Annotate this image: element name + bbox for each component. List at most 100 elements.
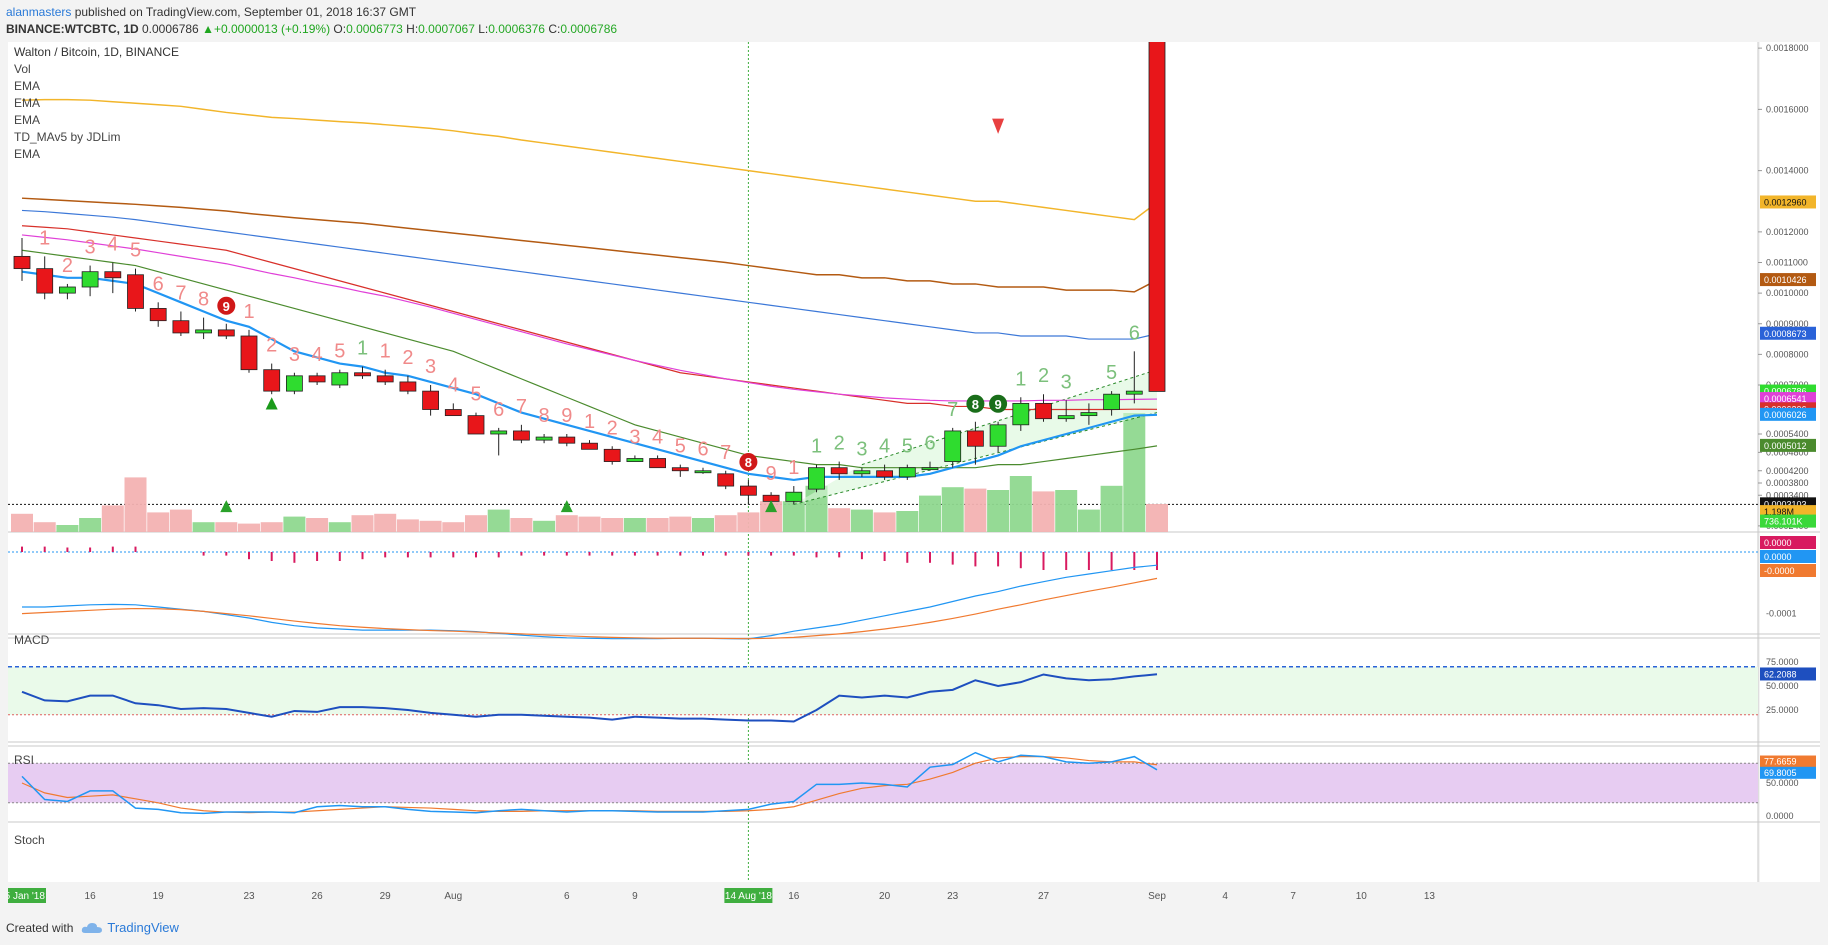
candle-body bbox=[694, 470, 712, 474]
volume-signal-icon bbox=[560, 500, 573, 513]
td-count-label: 1 bbox=[584, 411, 595, 433]
volume-bar bbox=[646, 518, 669, 532]
time-axis-badge bbox=[724, 888, 773, 903]
td-count-label: 8 bbox=[198, 289, 209, 311]
price-badge-label: 0.0010426 bbox=[1764, 275, 1807, 285]
candle-body bbox=[149, 308, 167, 322]
candle-body bbox=[467, 415, 485, 435]
td-count-label: 5 bbox=[470, 384, 481, 406]
td-count-label: 9 bbox=[766, 463, 777, 485]
td-count-label: 9 bbox=[994, 397, 1001, 412]
price-badge-label: 0.0003103 bbox=[1764, 499, 1807, 509]
candle-body bbox=[898, 467, 916, 478]
td-count-label: 8 bbox=[745, 455, 752, 470]
candle-body bbox=[490, 430, 508, 435]
chart-area[interactable]: 0.0018000 0.0016000 0.0014000 0.0012000 0.00… bbox=[8, 42, 1820, 914]
rsi-pane[interactable]: 75.0000 50.0000 25.0000 62.2088 bbox=[8, 657, 1816, 723]
main-pane[interactable]: 0.0018000 0.0016000 0.0014000 0.0012000 0.00… bbox=[8, 42, 1820, 882]
price-badge-label: 0.0005012 bbox=[1764, 441, 1807, 451]
candle-body bbox=[649, 458, 666, 469]
rsi-tick-label: 75.0000 bbox=[1766, 657, 1799, 667]
volume-bar bbox=[1055, 490, 1078, 532]
time-tick-label: 05 Jan '18 bbox=[8, 891, 45, 902]
candle-body bbox=[808, 467, 825, 490]
candle-body bbox=[1103, 393, 1120, 410]
price-badge-label: 0.0006026 bbox=[1764, 410, 1807, 420]
time-axis-bg bbox=[8, 882, 1820, 914]
created-with: Created with bbox=[6, 920, 74, 935]
last-price: 0.0006786 bbox=[142, 22, 199, 36]
price-tick-label: 0.0004200 bbox=[1766, 466, 1809, 476]
volume-bar bbox=[169, 509, 192, 532]
volume-bar bbox=[33, 522, 56, 532]
td-count-label: 7 bbox=[516, 396, 527, 418]
volume-bar bbox=[533, 520, 556, 532]
volume-bar bbox=[760, 501, 783, 532]
volume-bar bbox=[396, 519, 419, 532]
legend: Walton / Bitcoin, 1D, BINANCE Vol EMA EM… bbox=[14, 45, 179, 847]
price-change: +0.0000013 (+0.19%) bbox=[213, 22, 331, 36]
volume-bar bbox=[419, 520, 442, 532]
legend-ema-3: EMA bbox=[14, 113, 40, 127]
candle-body bbox=[104, 271, 122, 279]
volume-bar bbox=[578, 516, 601, 532]
macd-badge-label: -0.0000 bbox=[1764, 566, 1795, 576]
candle-body bbox=[1125, 390, 1143, 395]
price-tick-label: 0.0003400 bbox=[1766, 490, 1809, 500]
volume-bar bbox=[465, 515, 487, 532]
price-badge-label: 0.0006541 bbox=[1764, 394, 1807, 404]
candle-body bbox=[603, 448, 621, 462]
price-badge-label: 0.0008673 bbox=[1764, 329, 1807, 339]
candle-body bbox=[172, 320, 190, 334]
candle-body bbox=[853, 470, 871, 475]
td-count-label: 4 bbox=[879, 436, 890, 458]
volume-bar bbox=[850, 509, 873, 532]
td-count-label: 1 bbox=[788, 457, 799, 479]
price-tick-label: 0.0012000 bbox=[1766, 227, 1809, 237]
td-count-label: 2 bbox=[834, 433, 845, 455]
td-count-label: 6 bbox=[924, 433, 935, 455]
stoch-badge-label: 69.8005 bbox=[1764, 768, 1797, 778]
td-count-label: 3 bbox=[85, 237, 96, 259]
time-tick-label: 4 bbox=[1222, 891, 1228, 902]
rsi-band bbox=[8, 666, 1758, 715]
macd-tick-label: -0.0001 bbox=[1766, 609, 1797, 619]
legend-vol: Vol bbox=[14, 62, 31, 76]
volume-bar bbox=[737, 512, 760, 532]
stoch-tick-label: 50.0000 bbox=[1766, 778, 1799, 788]
volume-bar bbox=[124, 477, 147, 532]
macd-label: MACD bbox=[14, 633, 50, 647]
volume-bar bbox=[374, 513, 397, 532]
macd-pane[interactable]: 0.0000 0.0000 -0.0000 -0.0001 bbox=[8, 536, 1816, 640]
td-count-label: 1 bbox=[357, 338, 368, 360]
macd-badge bbox=[1760, 550, 1816, 563]
td-count-label: 5 bbox=[675, 436, 686, 458]
price-badge-label: 1.198M bbox=[1764, 507, 1794, 517]
macd-badge bbox=[1760, 536, 1816, 549]
td-count-label: 4 bbox=[652, 426, 663, 448]
price-tick-label: 0.0018000 bbox=[1766, 43, 1809, 53]
volume-signal-icon bbox=[220, 500, 233, 513]
sell-signal-icon bbox=[992, 118, 1005, 134]
up-arrow-icon: ▲ bbox=[202, 22, 214, 36]
price-tick-label: 0.0008000 bbox=[1766, 349, 1809, 359]
author-link[interactable]: alanmasters bbox=[6, 5, 72, 19]
volume-bar bbox=[306, 518, 329, 532]
td-count-label: 8 bbox=[539, 405, 550, 427]
volume-bar bbox=[1100, 485, 1123, 532]
volume-bar bbox=[714, 515, 737, 532]
price-badge bbox=[1760, 392, 1816, 406]
macd-signal-line bbox=[21, 577, 1158, 640]
ema-line-fast bbox=[21, 270, 1158, 482]
time-axis[interactable]: 05 Jan '18 16 19 23 26 29 Aug 6 9 14 Aug '18 16 20 2… bbox=[8, 882, 1820, 914]
volume-bar bbox=[11, 513, 33, 532]
td-count-label: 2 bbox=[402, 347, 413, 369]
time-tick-label: 6 bbox=[564, 891, 570, 902]
td-count-label: 3 bbox=[856, 439, 867, 461]
high-value: 0.0007067 bbox=[418, 22, 475, 36]
price-tick-label: 0.0004800 bbox=[1766, 447, 1809, 457]
td-count-label: 2 bbox=[1038, 365, 1049, 387]
tradingview-logo[interactable]: TradingView bbox=[81, 920, 179, 935]
low-value: 0.0006376 bbox=[488, 22, 545, 36]
